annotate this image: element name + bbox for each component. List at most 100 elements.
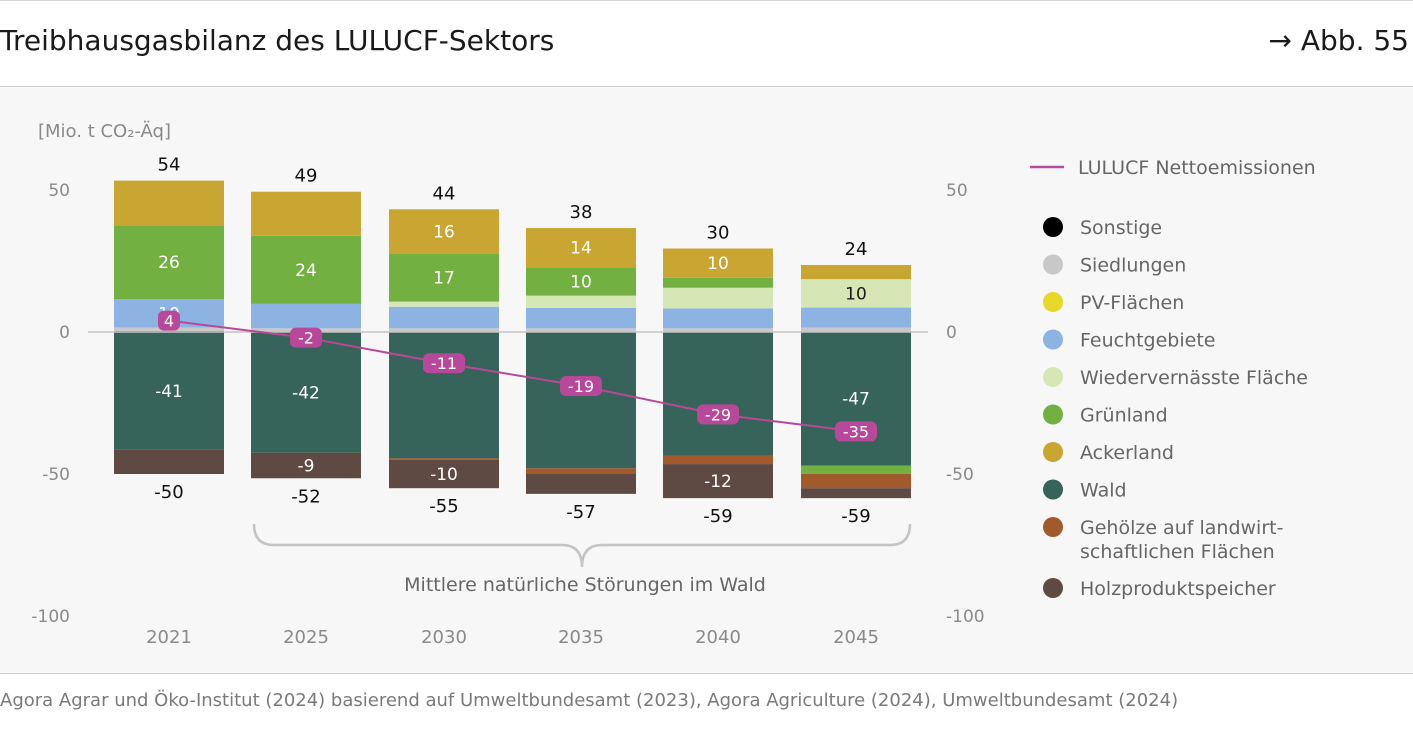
bar-segment-2025-feuchtgebiete bbox=[251, 303, 361, 329]
bar-segment-2045-grünland-senke- bbox=[801, 465, 911, 474]
legend-swatch-4 bbox=[1043, 367, 1063, 387]
segment-label-2035: 14 bbox=[570, 239, 592, 259]
legend-swatch-8 bbox=[1043, 517, 1063, 537]
total-positive-2025: 49 bbox=[295, 166, 318, 187]
total-negative-2030: -55 bbox=[429, 496, 458, 517]
segment-label-2025: 24 bbox=[295, 261, 317, 281]
x-tick-2025: 2025 bbox=[283, 627, 329, 648]
legend-swatch-0 bbox=[1043, 217, 1063, 237]
y-tick-left--50: -50 bbox=[42, 465, 70, 485]
segment-label-2040: 10 bbox=[707, 254, 729, 274]
net-point-badge-2045 bbox=[835, 421, 877, 442]
bar-segment-2030-wiedervernässte-fläche bbox=[389, 301, 499, 307]
net-point-label-2025: -2 bbox=[298, 329, 314, 348]
total-negative-2025: -52 bbox=[291, 486, 320, 507]
bar-segment-2035-grünland bbox=[526, 267, 636, 296]
y-axis-label: [Mio. t CO₂-Äq] bbox=[38, 121, 171, 142]
segment-label-2035: 10 bbox=[570, 272, 592, 292]
total-positive-2045: 24 bbox=[845, 239, 868, 260]
bar-segment-2040-grünland bbox=[663, 277, 773, 288]
net-point-label-2021: 4 bbox=[164, 312, 174, 331]
total-negative-2021: -50 bbox=[154, 482, 183, 503]
legend-label-8: Gehölze auf landwirt- bbox=[1080, 517, 1283, 539]
net-point-badge-2030 bbox=[423, 353, 465, 374]
bar-segment-2021-grünland bbox=[114, 225, 224, 300]
bar-segment-2021-ackerland bbox=[114, 180, 224, 226]
bar-segment-2025-holzproduktspeicher bbox=[251, 452, 361, 479]
segment-label-2045: 10 bbox=[845, 284, 867, 304]
legend-swatch-2 bbox=[1043, 292, 1063, 312]
segment-label-2021: 26 bbox=[158, 253, 180, 273]
forest-disturbance-annotation: Mittlere natürliche Störungen im Wald bbox=[404, 574, 766, 596]
x-tick-2040: 2040 bbox=[695, 627, 741, 648]
legend-line-label: LULUCF Nettoemissionen bbox=[1078, 157, 1316, 179]
segment-label-2021: -41 bbox=[155, 382, 183, 402]
net-point-label-2030: -11 bbox=[431, 354, 457, 373]
x-tick-2035: 2035 bbox=[558, 627, 604, 648]
y-tick-left--100: -100 bbox=[31, 607, 70, 627]
bar-segment-2040-siedlungen bbox=[663, 328, 773, 332]
bar-segment-2035-ackerland bbox=[526, 228, 636, 268]
legend-label-8-1: schaftlichen Flächen bbox=[1080, 541, 1275, 563]
bar-segment-2035-siedlungen bbox=[526, 328, 636, 332]
bar-segment-2030-gehölze-auf-landwirtschaftlichen-flächen bbox=[389, 458, 499, 460]
x-tick-2030: 2030 bbox=[421, 627, 467, 648]
bar-segment-2030-holzproduktspeicher bbox=[389, 459, 499, 489]
segment-label-2025: -9 bbox=[298, 456, 315, 476]
page-title: Treibhausgasbilanz des LULUCF-Sektors bbox=[0, 24, 555, 57]
total-negative-2045: -59 bbox=[841, 506, 870, 527]
bar-segment-2040-ackerland bbox=[663, 248, 773, 278]
bar-segment-2040-wiedervernässte-fläche bbox=[663, 287, 773, 309]
x-tick-2045: 2045 bbox=[833, 627, 879, 648]
y-tick-right-50: 50 bbox=[946, 181, 968, 201]
net-point-label-2045: -35 bbox=[843, 422, 869, 441]
top-rule bbox=[0, 0, 1413, 1]
legend-label-0: Sonstige bbox=[1080, 217, 1162, 239]
total-positive-2021: 54 bbox=[158, 155, 181, 176]
total-positive-2035: 38 bbox=[570, 202, 593, 223]
bar-segment-2035-wiedervernässte-fläche bbox=[526, 295, 636, 308]
legend-swatch-9 bbox=[1043, 578, 1063, 598]
bar-segment-2030-grünland bbox=[389, 253, 499, 302]
source-note: Agora Agrar und Öko-Institut (2024) basi… bbox=[0, 690, 1179, 711]
y-tick-left-0: 0 bbox=[59, 323, 70, 343]
net-point-badge-2035 bbox=[560, 375, 602, 396]
legend-label-4: Wiedervernässte Fläche bbox=[1080, 367, 1308, 389]
bar-segment-2030-ackerland bbox=[389, 209, 499, 254]
bar-segment-2035-wald bbox=[526, 332, 636, 469]
legend-label-1: Siedlungen bbox=[1080, 255, 1186, 277]
legend-label-2: PV-Flächen bbox=[1080, 292, 1184, 314]
bar-segment-2045-holzproduktspeicher bbox=[801, 488, 911, 499]
legend-label-3: Feuchtgebiete bbox=[1080, 330, 1215, 352]
legend-swatch-6 bbox=[1043, 442, 1063, 462]
segment-label-2030: -10 bbox=[430, 465, 458, 485]
figure-reference: → Abb. 55 bbox=[1268, 24, 1410, 57]
total-negative-2040: -59 bbox=[703, 506, 732, 527]
bar-segment-2040-wald bbox=[663, 332, 773, 456]
net-point-label-2035: -19 bbox=[568, 377, 594, 396]
net-point-badge-2021 bbox=[158, 310, 180, 331]
segment-label-2025: -42 bbox=[292, 383, 320, 403]
net-point-label-2040: -29 bbox=[705, 405, 731, 424]
bar-segment-2025-ackerland bbox=[251, 191, 361, 236]
legend-label-6: Ackerland bbox=[1080, 442, 1174, 464]
bar-segment-2030-wald bbox=[389, 332, 499, 459]
total-negative-2035: -57 bbox=[566, 502, 595, 523]
bar-segment-2025-wald bbox=[251, 332, 361, 453]
total-positive-2030: 44 bbox=[433, 183, 456, 204]
bar-segment-2035-feuchtgebiete bbox=[526, 307, 636, 329]
legend-swatch-5 bbox=[1043, 404, 1063, 425]
forest-disturbance-brace bbox=[252, 523, 912, 568]
segment-label-2040: -12 bbox=[704, 472, 732, 492]
net-point-badge-2025 bbox=[290, 327, 322, 348]
net-point-badge-2040 bbox=[697, 404, 739, 425]
bar-segment-2045-wiedervernässte-fläche bbox=[801, 279, 911, 308]
legend-label-7: Wald bbox=[1080, 480, 1127, 502]
y-tick-right--50: -50 bbox=[946, 465, 974, 485]
x-tick-2021: 2021 bbox=[146, 627, 192, 648]
segment-label-2030: 16 bbox=[433, 222, 455, 242]
bar-segment-2030-siedlungen bbox=[389, 328, 499, 332]
legend-swatch-7 bbox=[1043, 479, 1063, 500]
bar-segment-2045-ackerland bbox=[801, 264, 911, 280]
